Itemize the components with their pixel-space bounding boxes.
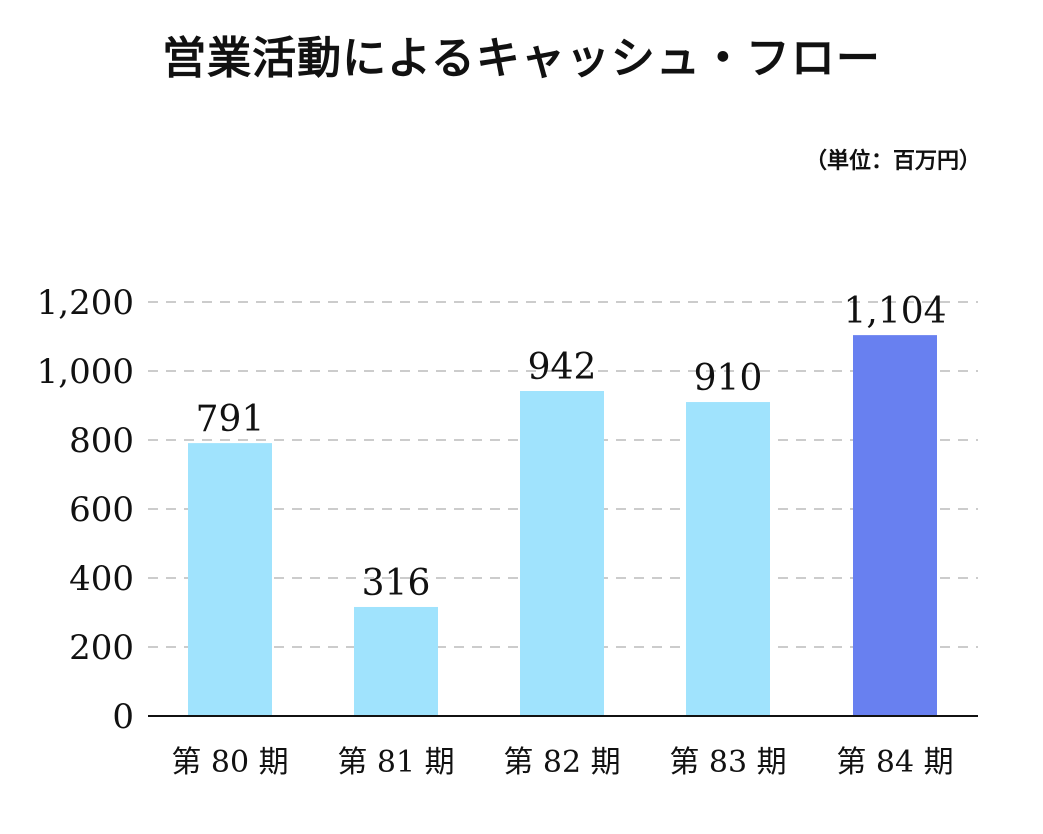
data-label: 910 <box>694 358 763 399</box>
bar <box>188 443 272 716</box>
unit-label: （単位：百万円） <box>804 148 981 174</box>
bars <box>188 335 937 716</box>
x-tick-label: 第 83 期 <box>669 745 786 780</box>
chart-title: 営業活動によるキャッシュ・フロー <box>162 33 881 84</box>
x-tick-label: 第 80 期 <box>171 745 288 780</box>
x-tick-label: 第 84 期 <box>836 745 953 780</box>
bar <box>354 606 438 716</box>
y-tick-label: 1,200 <box>37 283 134 323</box>
data-label: 1,104 <box>843 291 946 332</box>
bar <box>686 402 770 716</box>
data-label: 942 <box>528 347 597 388</box>
x-tick-label: 第 81 期 <box>337 745 454 780</box>
data-label: 791 <box>196 399 265 440</box>
y-tick-label: 1,000 <box>37 352 134 392</box>
y-tick-label: 200 <box>69 628 134 668</box>
x-tick-label: 第 82 期 <box>503 745 620 780</box>
bar <box>853 335 937 716</box>
data-label: 316 <box>362 563 431 604</box>
bar <box>520 391 604 716</box>
labels: 0 200 400 600 800 1,000 1,200 791 第 80 期 316 第 81 … <box>37 283 954 780</box>
y-tick-label: 400 <box>69 559 134 599</box>
y-tick-label: 800 <box>69 421 134 461</box>
y-tick-label: 600 <box>69 490 134 530</box>
y-tick-label: 0 <box>112 697 134 737</box>
